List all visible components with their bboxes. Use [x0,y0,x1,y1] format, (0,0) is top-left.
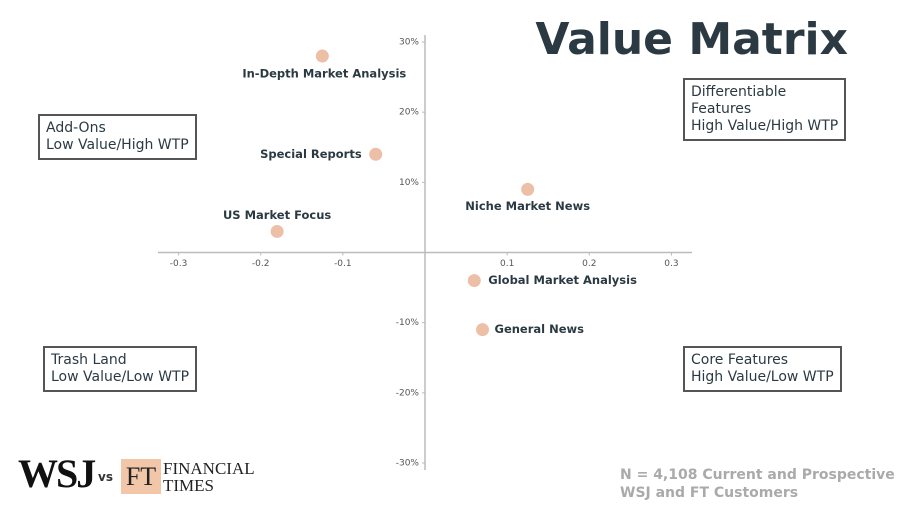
quadrant-line: Low Value/High WTP [46,137,189,153]
quadrant-box: Differentiable Features High Value/High WT… [683,78,847,141]
y-tick-label: 10% [399,178,419,188]
y-tick-label: -20% [396,388,420,398]
chart-title: Value Matrix [535,14,848,65]
point-label: Special Reports [260,147,362,161]
x-tick-label: -0.2 [252,259,270,269]
point-label: US Market Focus [223,208,331,222]
footnote-line: WSJ and FT Customers [620,485,799,501]
point [467,274,481,288]
point-label: Global Market Analysis [488,273,637,287]
footnote-line: N = 4,108 Current and Prospective [620,467,895,483]
point-label: In-Depth Market Analysis [242,67,406,81]
y-tick-label: 20% [399,108,419,118]
footnote: N = 4,108 Current and Prospective WSJ and… [620,466,895,502]
quadrant-line: High Value/Low WTP [691,369,834,385]
ft-logo: FT [121,459,161,494]
point [315,49,329,63]
x-tick-label: -0.1 [334,259,352,269]
quadrant-box: Core Features High Value/Low WTP [683,346,842,392]
x-tick-label: 0.2 [582,259,596,269]
ft-name-line: FINANCIAL [163,459,255,478]
x-tick-label: 0.1 [500,259,514,269]
point-label: General News [495,322,585,336]
point [369,147,383,161]
quadrant-line: Trash Land [51,352,127,368]
quadrant-line: Low Value/Low WTP [51,369,190,385]
x-tick-label: 0.3 [664,259,678,269]
point [270,224,284,238]
x-tick-label: -0.3 [170,259,188,269]
y-tick-label: -30% [396,458,420,468]
wsj-logo: WSJ [18,451,96,496]
point-label: Niche Market News [465,199,590,213]
y-tick-label: 30% [399,38,419,48]
y-tick-label: -10% [396,318,420,328]
ft-name-line: TIMES [163,476,214,495]
quadrant-line: Differentiable [691,84,787,100]
quadrant-line: High Value/High WTP [691,118,839,134]
quadrant-box: Trash Land Low Value/Low WTP [43,346,198,392]
point [521,182,535,196]
quadrant-box: Add-Ons Low Value/High WTP [38,114,197,160]
point [476,323,490,337]
quadrant-line: Core Features [691,352,789,368]
quadrant-line: Features [691,101,752,117]
ft-name: FINANCIAL TIMES [163,460,255,494]
quadrant-line: Add-Ons [46,120,106,136]
vs-text: vs [98,470,113,484]
